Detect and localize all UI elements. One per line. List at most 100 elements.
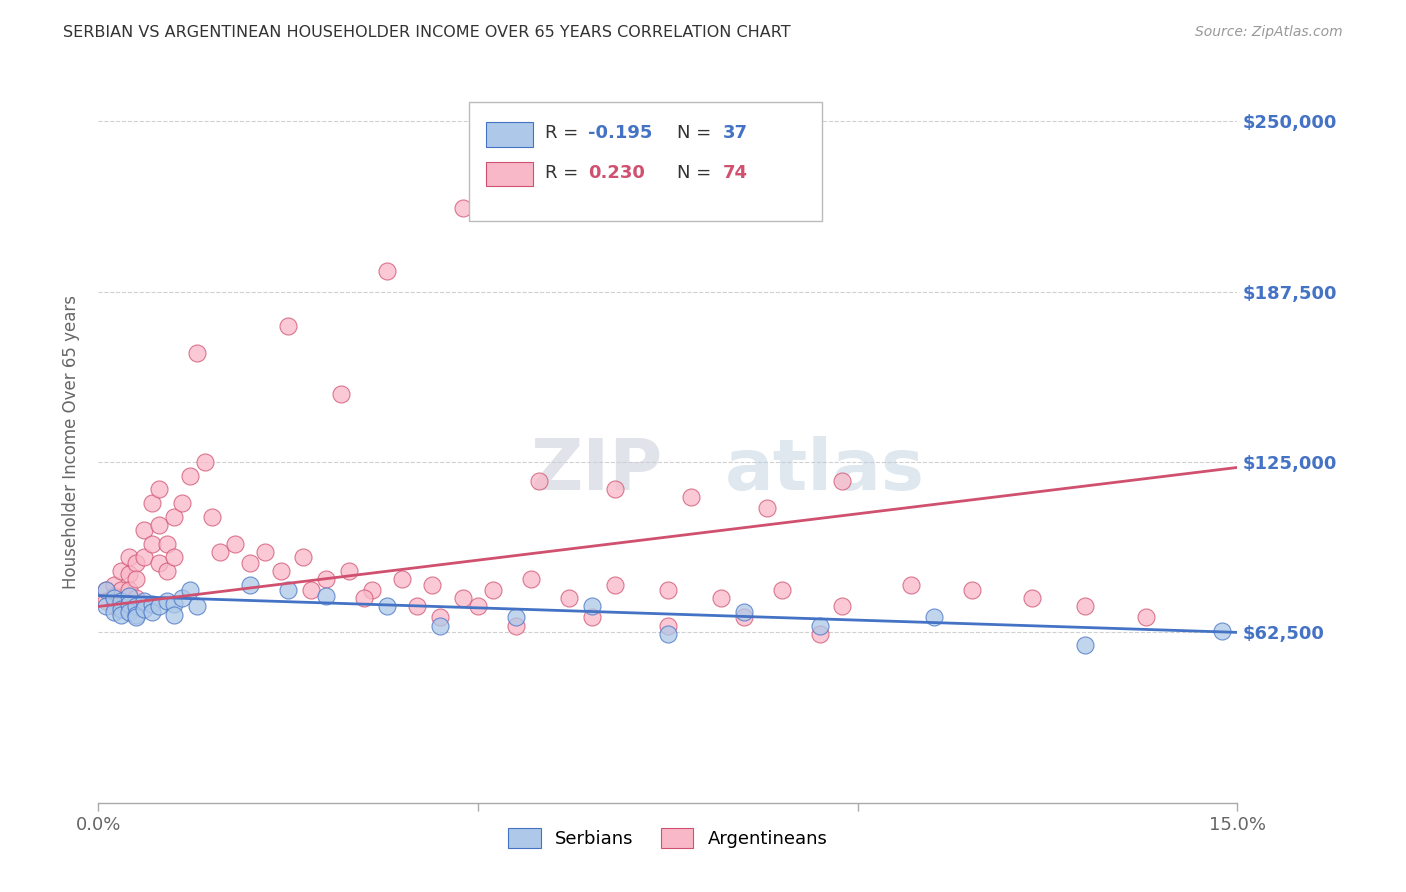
Point bbox=[103, 599, 125, 614]
Point bbox=[125, 572, 148, 586]
Point bbox=[148, 517, 170, 532]
Point bbox=[141, 605, 163, 619]
Point bbox=[110, 607, 132, 622]
Point bbox=[125, 599, 148, 614]
Point bbox=[94, 599, 117, 614]
Point bbox=[1211, 624, 1233, 638]
Point bbox=[110, 599, 132, 614]
Point bbox=[118, 583, 141, 598]
Point bbox=[201, 509, 224, 524]
Point bbox=[132, 523, 155, 537]
Text: N =: N = bbox=[676, 164, 717, 182]
Point bbox=[360, 583, 382, 598]
Point bbox=[520, 572, 543, 586]
Point bbox=[103, 589, 125, 603]
Point bbox=[657, 583, 679, 598]
Point bbox=[110, 602, 132, 616]
Point bbox=[581, 610, 603, 624]
Point bbox=[375, 264, 398, 278]
Point bbox=[179, 468, 201, 483]
Point bbox=[315, 572, 337, 586]
Point bbox=[603, 482, 626, 496]
Point bbox=[527, 474, 550, 488]
Point bbox=[429, 610, 451, 624]
Point bbox=[94, 583, 117, 598]
Y-axis label: Householder Income Over 65 years: Householder Income Over 65 years bbox=[62, 294, 80, 589]
Point bbox=[141, 496, 163, 510]
Text: R =: R = bbox=[546, 124, 583, 142]
Point bbox=[148, 599, 170, 614]
Point bbox=[170, 496, 193, 510]
Point bbox=[831, 599, 853, 614]
Point bbox=[270, 564, 292, 578]
Point bbox=[118, 550, 141, 565]
FancyBboxPatch shape bbox=[468, 102, 821, 221]
Point bbox=[118, 589, 141, 603]
Point bbox=[163, 550, 186, 565]
Point bbox=[148, 556, 170, 570]
Point bbox=[808, 626, 831, 640]
Point bbox=[422, 577, 444, 591]
Text: N =: N = bbox=[676, 124, 717, 142]
Point bbox=[277, 318, 299, 333]
Text: -0.195: -0.195 bbox=[588, 124, 652, 142]
Point bbox=[406, 599, 429, 614]
Point bbox=[208, 545, 231, 559]
Point bbox=[375, 599, 398, 614]
Text: 74: 74 bbox=[723, 164, 748, 182]
Point bbox=[657, 618, 679, 632]
Text: ZIP: ZIP bbox=[531, 436, 664, 505]
Point bbox=[315, 589, 337, 603]
Point bbox=[141, 597, 163, 611]
Point bbox=[194, 455, 217, 469]
Point bbox=[505, 618, 527, 632]
Point bbox=[125, 610, 148, 624]
Point bbox=[1074, 638, 1097, 652]
Point bbox=[353, 591, 375, 606]
Point bbox=[505, 610, 527, 624]
Point bbox=[125, 607, 148, 622]
Point bbox=[733, 605, 755, 619]
Point bbox=[94, 594, 117, 608]
Point bbox=[657, 626, 679, 640]
Point bbox=[156, 537, 179, 551]
Point bbox=[118, 566, 141, 581]
Point bbox=[239, 556, 262, 570]
Point bbox=[163, 509, 186, 524]
Point bbox=[125, 556, 148, 570]
Point bbox=[156, 594, 179, 608]
Point bbox=[429, 618, 451, 632]
Point bbox=[132, 594, 155, 608]
Text: R =: R = bbox=[546, 164, 583, 182]
Point bbox=[118, 605, 141, 619]
Point bbox=[808, 618, 831, 632]
Point bbox=[186, 346, 208, 360]
Point bbox=[118, 597, 141, 611]
Point bbox=[467, 599, 489, 614]
Point bbox=[1135, 610, 1157, 624]
Point bbox=[156, 564, 179, 578]
Text: atlas: atlas bbox=[725, 436, 925, 505]
Point bbox=[581, 599, 603, 614]
Point bbox=[558, 591, 581, 606]
Point bbox=[391, 572, 413, 586]
Point bbox=[482, 583, 505, 598]
Point bbox=[299, 583, 322, 598]
Point bbox=[103, 605, 125, 619]
Text: 0.230: 0.230 bbox=[588, 164, 645, 182]
Point bbox=[224, 537, 246, 551]
Point bbox=[292, 550, 315, 565]
Point bbox=[755, 501, 778, 516]
Text: 37: 37 bbox=[723, 124, 748, 142]
Point bbox=[1021, 591, 1043, 606]
Point bbox=[922, 610, 945, 624]
Legend: Serbians, Argentineans: Serbians, Argentineans bbox=[501, 821, 835, 855]
Text: SERBIAN VS ARGENTINEAN HOUSEHOLDER INCOME OVER 65 YEARS CORRELATION CHART: SERBIAN VS ARGENTINEAN HOUSEHOLDER INCOM… bbox=[63, 25, 792, 40]
Point bbox=[1074, 599, 1097, 614]
Point bbox=[337, 564, 360, 578]
FancyBboxPatch shape bbox=[485, 162, 533, 186]
Point bbox=[831, 474, 853, 488]
Point bbox=[110, 583, 132, 598]
Point bbox=[148, 482, 170, 496]
Point bbox=[103, 577, 125, 591]
